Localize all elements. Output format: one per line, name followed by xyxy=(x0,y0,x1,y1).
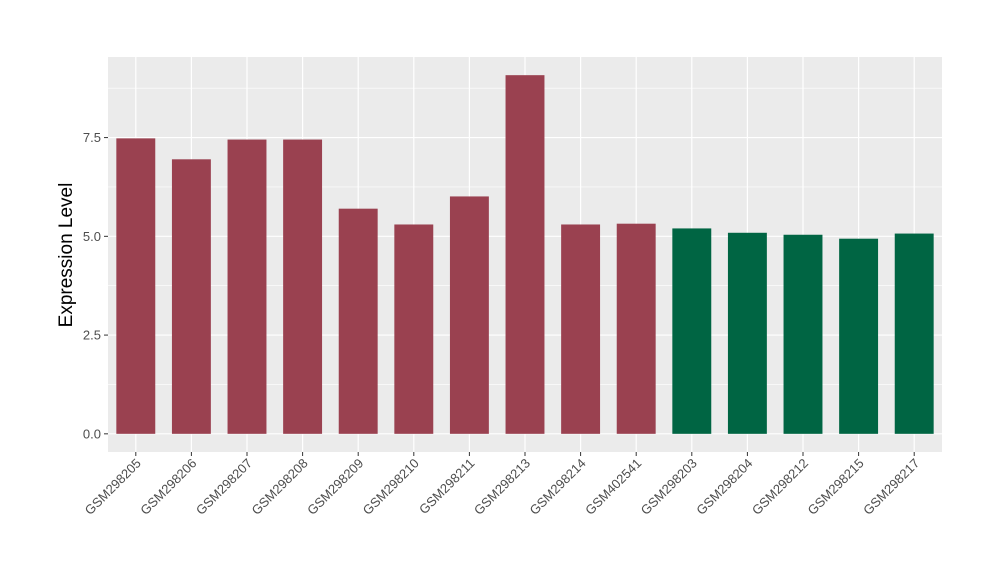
y-tick-label: 5.0 xyxy=(83,229,101,244)
x-tick-label: GSM298207 xyxy=(193,456,255,518)
y-tick-label: 2.5 xyxy=(83,328,101,343)
y-tick-label: 0.0 xyxy=(83,426,101,441)
bar-GSM298211 xyxy=(449,196,489,434)
bar-GSM298212 xyxy=(783,234,823,434)
y-axis: 0.0 2.5 5.0 7.5 xyxy=(83,130,108,441)
bar-GSM298206 xyxy=(171,159,211,434)
x-tick-label: GSM298208 xyxy=(248,456,310,518)
bar-GSM298209 xyxy=(338,208,378,434)
y-tick-label: 7.5 xyxy=(83,130,101,145)
x-tick-label: GSM298204 xyxy=(693,456,755,518)
y-axis-label: Expression Level xyxy=(56,183,77,328)
bar-GSM298214 xyxy=(561,224,601,434)
x-tick-label: GSM298211 xyxy=(416,456,478,518)
bar-GSM298215 xyxy=(839,238,879,434)
bar-GSM298210 xyxy=(394,224,434,434)
x-tick-label: GSM298213 xyxy=(471,456,533,518)
bar-GSM402541 xyxy=(616,223,656,434)
x-tick-label: GSM298205 xyxy=(82,456,144,518)
bar-GSM298204 xyxy=(727,232,767,434)
bar-GSM298205 xyxy=(116,138,156,434)
bar-GSM298203 xyxy=(672,228,712,434)
bar-GSM298213 xyxy=(505,75,545,434)
x-tick-label: GSM298215 xyxy=(804,456,866,518)
bars xyxy=(116,75,934,434)
x-tick-label: GSM298203 xyxy=(638,456,700,518)
x-axis: GSM298205GSM298206GSM298207GSM298208GSM2… xyxy=(82,452,922,518)
x-tick-label: GSM402541 xyxy=(582,456,644,518)
x-tick-label: GSM298214 xyxy=(526,456,588,518)
x-tick-label: GSM298206 xyxy=(137,456,199,518)
bar-GSM298217 xyxy=(894,233,934,434)
x-tick-label: GSM298212 xyxy=(749,456,811,518)
x-tick-label: GSM298209 xyxy=(304,456,366,518)
bar-GSM298207 xyxy=(227,139,267,434)
x-tick-label: GSM298217 xyxy=(860,456,922,518)
x-tick-label: GSM298210 xyxy=(360,456,422,518)
bar-GSM298208 xyxy=(283,139,323,434)
